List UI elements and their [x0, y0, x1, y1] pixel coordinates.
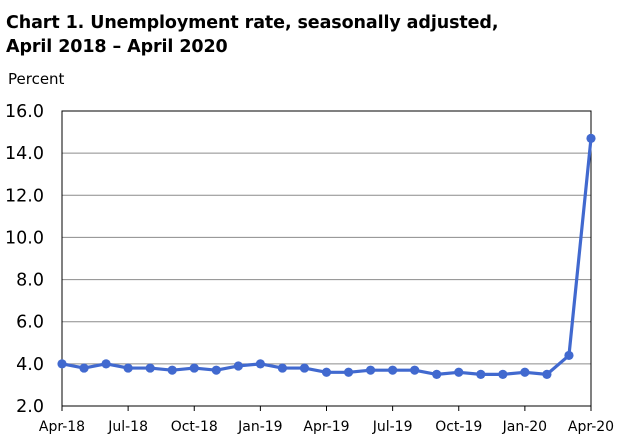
data-point	[145, 363, 155, 373]
x-tick-label: Apr-18	[39, 419, 85, 435]
data-point	[189, 363, 199, 373]
plot-area-border	[61, 110, 592, 407]
chart-title: Chart 1. Unemployment rate, seasonally a…	[6, 11, 499, 59]
data-point	[498, 369, 508, 379]
chart-title-line-2: April 2018 – April 2020	[6, 37, 228, 57]
data-point	[388, 365, 398, 375]
data-point	[520, 367, 530, 377]
plot-frame	[61, 110, 592, 411]
y-tick-label: 8.0	[16, 271, 44, 291]
x-tick-label: Oct-19	[435, 419, 482, 435]
series	[57, 133, 596, 379]
data-point	[57, 359, 67, 369]
data-point	[365, 365, 376, 375]
data-point	[432, 369, 442, 379]
x-tick-label: Jan-20	[502, 419, 547, 435]
y-tick-label: 2.0	[16, 397, 44, 417]
data-point	[476, 369, 486, 379]
y-tick-label: 10.0	[5, 228, 44, 248]
data-point	[586, 133, 596, 143]
data-point	[277, 363, 288, 373]
data-point	[167, 365, 177, 375]
data-point	[321, 367, 332, 377]
y-tick-label: 4.0	[16, 355, 44, 375]
x-tick-label: Apr-19	[303, 419, 349, 435]
data-point	[542, 369, 552, 379]
data-point	[101, 359, 111, 369]
series-line	[61, 138, 593, 376]
data-point	[233, 361, 243, 371]
tick-labels: 2.0 4.0 6.0 8.0 10.0 12.0 14.0 16.0 Apr-18 Jul-18…	[5, 102, 614, 435]
data-point	[79, 363, 89, 373]
y-tick-label: 16.0	[5, 102, 44, 122]
x-tick-label: Apr-20	[568, 419, 614, 435]
data-point	[410, 365, 420, 375]
gridlines	[62, 152, 591, 365]
x-tick-label: Jul-18	[107, 419, 148, 435]
data-point	[454, 367, 464, 377]
y-axis-label: Percent	[8, 70, 65, 88]
x-tick-label: Jul-19	[372, 419, 413, 435]
x-tick-label: Jan-19	[237, 419, 282, 435]
data-point	[255, 359, 265, 369]
x-tick-label: Oct-18	[171, 419, 218, 435]
data-point	[564, 350, 574, 361]
data-point	[343, 367, 354, 377]
data-point	[123, 363, 133, 373]
y-tick-label: 6.0	[16, 313, 44, 333]
y-tick-label: 14.0	[5, 144, 44, 164]
data-point	[299, 363, 310, 373]
data-point	[211, 365, 221, 375]
chart-title-line-1: Chart 1. Unemployment rate, seasonally a…	[6, 13, 499, 33]
y-tick-label: 12.0	[5, 186, 44, 206]
